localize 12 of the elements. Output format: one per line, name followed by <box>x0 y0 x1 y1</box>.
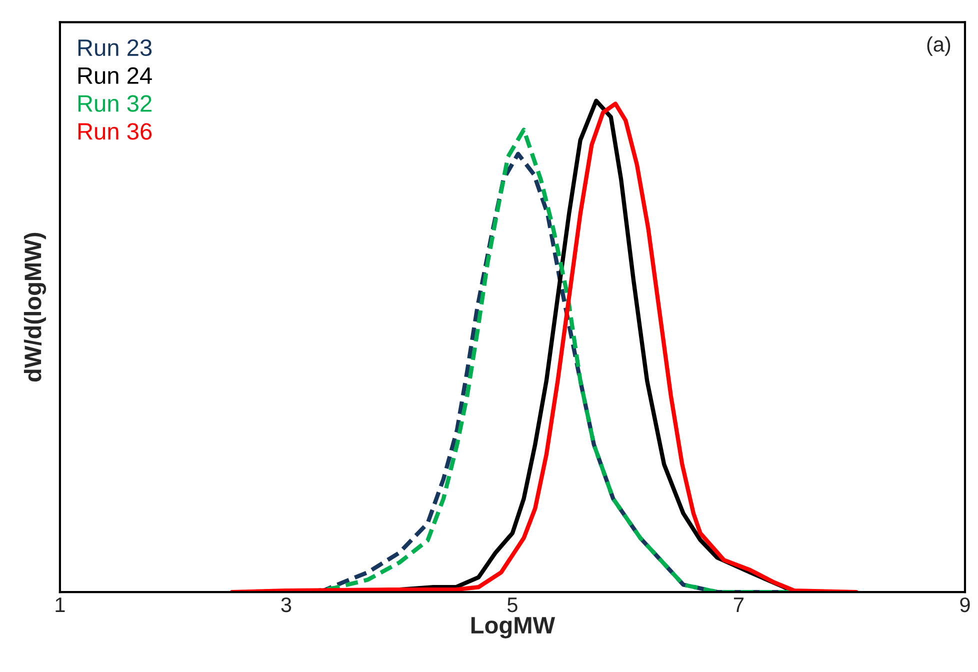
text: Run 36 <box>78 123 152 140</box>
text: Run 32 <box>78 95 152 112</box>
text: (a) <box>927 36 950 56</box>
x-tick-label: 3 <box>281 597 292 612</box>
x-tick-label: 5 <box>508 598 518 612</box>
x-tick-label: 1 <box>56 598 65 612</box>
text: Run 24 <box>78 67 152 84</box>
x-tick-label: 7 <box>734 598 744 612</box>
x-axis-title: LogMW <box>471 617 556 638</box>
x-tick-label: 9 <box>960 597 970 612</box>
y-axis-title: dW/d(logMW) <box>24 232 46 382</box>
text: Run 23 <box>78 39 152 56</box>
